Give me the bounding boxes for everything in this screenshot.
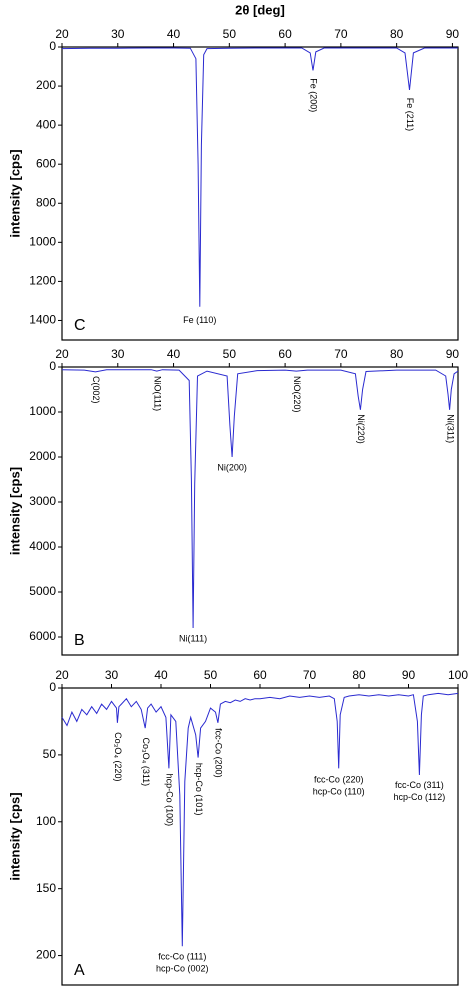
x-tick-label: 70 bbox=[334, 347, 348, 361]
peak-label: fcc-Co (220) bbox=[314, 775, 364, 785]
x-tick-label: 70 bbox=[334, 27, 348, 41]
peak-label: hcp-Co (101) bbox=[194, 763, 204, 816]
x-tick-label: 30 bbox=[111, 347, 125, 361]
x-tick-label: 30 bbox=[105, 668, 119, 682]
x-tick-label: 90 bbox=[446, 347, 460, 361]
peak-label: hcp-Co (112) bbox=[393, 792, 445, 802]
x-tick-label: 80 bbox=[352, 668, 366, 682]
peak-label: NiO(220) bbox=[292, 376, 302, 413]
x-tick-label: 40 bbox=[154, 668, 168, 682]
x-tick-label: 70 bbox=[303, 668, 317, 682]
y-tick-label: 100 bbox=[36, 814, 56, 828]
x-tick-label: 20 bbox=[55, 668, 69, 682]
y-axis-label: intensity [cps] bbox=[7, 467, 22, 555]
spectrum-line bbox=[61, 692, 459, 947]
x-tick-label: 20 bbox=[55, 27, 69, 41]
peak-label: NiO(111) bbox=[152, 376, 162, 411]
peak-label: hcp-Co (002) bbox=[156, 963, 209, 973]
spectrum-line bbox=[61, 47, 458, 307]
y-tick-label: 1400 bbox=[29, 313, 56, 327]
x-tick-label: 80 bbox=[390, 27, 404, 41]
x-tick-label: 50 bbox=[223, 27, 237, 41]
peak-label: hcp-Co (110) bbox=[313, 787, 365, 797]
x-tick-label: 40 bbox=[167, 27, 181, 41]
peak-label: Fe (200) bbox=[309, 78, 319, 112]
y-tick-label: 3000 bbox=[29, 494, 56, 508]
x-tick-label: 50 bbox=[223, 347, 237, 361]
peak-label: Fe (110) bbox=[183, 315, 216, 325]
x-tick-label: 50 bbox=[204, 668, 218, 682]
x-tick-label: 90 bbox=[446, 27, 460, 41]
x-tick-label: 60 bbox=[253, 668, 267, 682]
peak-label: Ni(311) bbox=[445, 414, 455, 443]
x-tick-label: 90 bbox=[402, 668, 416, 682]
y-tick-label: 6000 bbox=[29, 629, 56, 643]
y-tick-label: 1200 bbox=[29, 274, 56, 288]
spectrum-line bbox=[61, 369, 459, 629]
y-tick-label: 50 bbox=[43, 747, 57, 761]
y-tick-label: 800 bbox=[36, 195, 56, 209]
panel-label: C bbox=[74, 317, 86, 334]
x-tick-label: 60 bbox=[278, 347, 292, 361]
y-tick-label: 0 bbox=[49, 359, 56, 373]
y-tick-label: 2000 bbox=[29, 449, 56, 463]
peak-label: Ni(111) bbox=[179, 634, 207, 644]
peak-label: Fe (211) bbox=[405, 98, 415, 131]
y-tick-label: 0 bbox=[49, 39, 56, 53]
y-axis-label: intensity [cps] bbox=[7, 149, 22, 237]
peak-label: fcc-Co (200) bbox=[214, 728, 224, 778]
y-tick-label: 600 bbox=[36, 156, 56, 170]
y-tick-label: 0 bbox=[49, 680, 56, 694]
x-tick-label: 80 bbox=[390, 347, 404, 361]
plot-frame bbox=[61, 366, 459, 656]
y-tick-label: 400 bbox=[36, 117, 56, 131]
x-axis-label: 2θ [deg] bbox=[235, 2, 285, 17]
peak-label: fcc-Co (311) bbox=[395, 780, 444, 790]
panel-label: A bbox=[74, 962, 85, 979]
y-tick-label: 1000 bbox=[29, 404, 56, 418]
y-tick-label: 4000 bbox=[29, 539, 56, 553]
y-tick-label: 200 bbox=[36, 948, 56, 962]
peak-label: fcc-Co (111) bbox=[158, 951, 206, 961]
x-tick-label: 60 bbox=[278, 27, 292, 41]
x-tick-label: 20 bbox=[55, 347, 69, 361]
x-tick-label: 40 bbox=[167, 347, 181, 361]
panel-label: B bbox=[74, 632, 85, 649]
y-axis-label: intensity [cps] bbox=[7, 792, 22, 880]
peak-label: C(002) bbox=[91, 376, 101, 404]
peak-label: hcp-Co (100) bbox=[165, 774, 175, 827]
plot-frame bbox=[61, 46, 459, 341]
peak-label: Ni(220) bbox=[356, 414, 366, 444]
x-tick-label: 30 bbox=[111, 27, 125, 41]
y-tick-label: 1000 bbox=[29, 235, 56, 249]
peak-label: Co₃O₄ (311) bbox=[141, 738, 151, 787]
y-tick-label: 5000 bbox=[29, 584, 56, 598]
y-tick-label: 150 bbox=[36, 881, 56, 895]
peak-label: Co₃O₄ (220) bbox=[113, 732, 123, 781]
peak-label: Ni(200) bbox=[217, 463, 247, 473]
x-tick-label: 100 bbox=[448, 668, 468, 682]
y-tick-label: 200 bbox=[36, 78, 56, 92]
